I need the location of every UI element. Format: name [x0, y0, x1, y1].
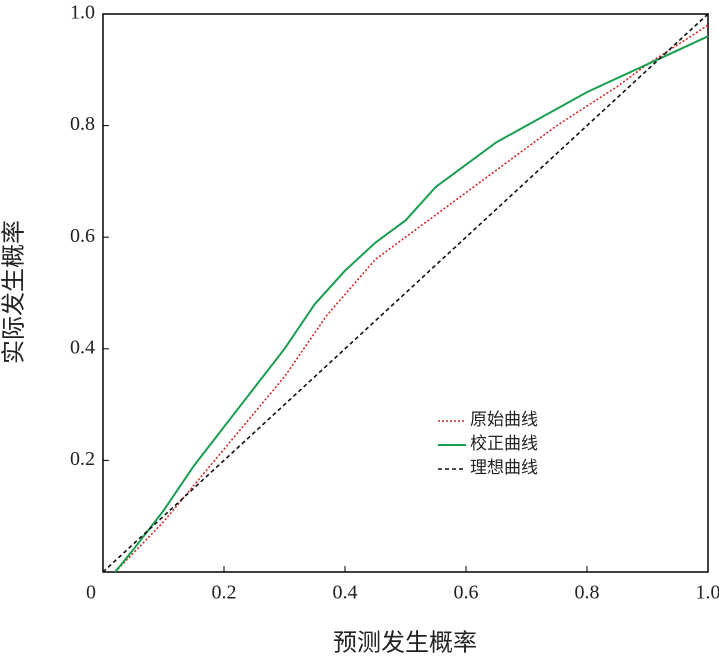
- y-tick-label: 0.2: [70, 448, 95, 470]
- y-tick-label: 0.6: [70, 225, 95, 247]
- y-tick-label: 0.4: [70, 336, 95, 358]
- legend-label: 校正曲线: [470, 434, 538, 453]
- y-tick-label: 1.0: [70, 2, 95, 24]
- x-axis-title: 预测发生概率: [333, 630, 477, 657]
- x-tick-label: 0.4: [333, 582, 358, 604]
- x-tick-label: 0.2: [212, 582, 237, 604]
- series-line: [114, 24, 709, 573]
- series-line: [102, 13, 709, 573]
- y-tick-label: 0.8: [70, 113, 95, 135]
- x-tick-label: 0: [86, 582, 96, 604]
- x-tick-label: 0.6: [454, 582, 479, 604]
- y-axis-title: 实际发生概率: [1, 220, 28, 364]
- x-tick-label: 1.0: [696, 582, 719, 604]
- legend-label: 理想曲线: [470, 458, 538, 477]
- series-line: [114, 35, 709, 573]
- plot-frame: [102, 13, 709, 573]
- x-tick-label: 0.8: [575, 582, 600, 604]
- legend-label: 原始曲线: [470, 410, 538, 429]
